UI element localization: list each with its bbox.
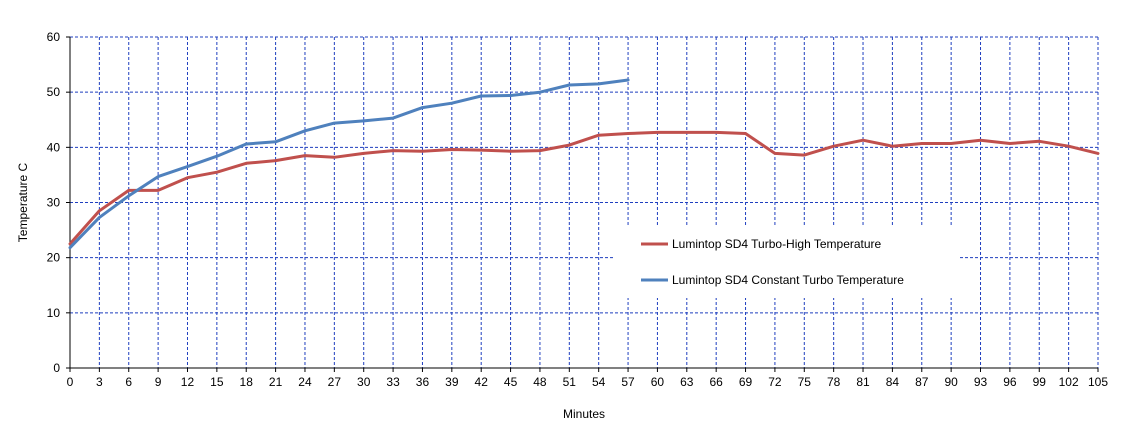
x-tick-label: 0 [67, 375, 74, 389]
series-lines [68, 78, 1100, 250]
x-tick-label: 102 [1059, 375, 1079, 389]
x-tick-label: 30 [357, 375, 371, 389]
x-tick-label: 3 [96, 375, 103, 389]
x-tick-label: 15 [210, 375, 224, 389]
x-tick-label: 12 [181, 375, 195, 389]
x-tick-label: 81 [856, 375, 870, 389]
legend-item-constant-turbo: Lumintop SD4 Constant Turbo Temperature [641, 273, 904, 287]
y-tick-label: 60 [47, 30, 61, 44]
x-tick-label: 6 [125, 375, 132, 389]
x-tick-label: 87 [915, 375, 929, 389]
x-tick-label: 90 [944, 375, 958, 389]
y-tick-label: 40 [47, 140, 61, 154]
x-tick-label: 33 [386, 375, 400, 389]
grid [70, 36, 1099, 368]
x-tick-label: 18 [240, 375, 254, 389]
y-tick-label: 10 [47, 306, 61, 320]
x-tick-label: 84 [886, 375, 900, 389]
x-axis-title: Minutes [563, 407, 605, 421]
x-tick-label: 24 [298, 375, 312, 389]
x-tick-label: 42 [475, 375, 489, 389]
x-tick-label: 54 [592, 375, 606, 389]
y-tick-label: 20 [47, 251, 61, 265]
x-tick-label: 78 [827, 375, 841, 389]
legend-label-constant-turbo: Lumintop SD4 Constant Turbo Temperature [672, 273, 904, 287]
x-tick-label: 72 [768, 375, 782, 389]
x-tick-label: 51 [563, 375, 577, 389]
x-tick-label: 45 [504, 375, 518, 389]
x-tick-label: 60 [651, 375, 665, 389]
x-tick-label: 96 [1003, 375, 1017, 389]
y-tick-label: 50 [47, 85, 61, 99]
x-tick-label: 27 [328, 375, 342, 389]
series-line-0 [68, 130, 1100, 246]
x-tick-label: 48 [533, 375, 547, 389]
y-axis-title: Temperature C [16, 162, 30, 242]
x-tick-label: 57 [621, 375, 635, 389]
legend: Lumintop SD4 Turbo-High Temperature Lumi… [613, 226, 960, 298]
series-line-1 [68, 78, 630, 250]
x-tick-label: 69 [739, 375, 753, 389]
y-tick-label: 30 [47, 196, 61, 210]
x-tick-label: 75 [798, 375, 812, 389]
x-tick-label: 9 [155, 375, 162, 389]
x-tick-label: 39 [445, 375, 459, 389]
x-tick-label: 105 [1088, 375, 1108, 389]
x-tick-label: 93 [974, 375, 988, 389]
x-tick-label: 63 [680, 375, 694, 389]
axes [66, 36, 1099, 372]
legend-item-turbo-high: Lumintop SD4 Turbo-High Temperature [641, 237, 882, 251]
x-tick-label: 21 [269, 375, 283, 389]
x-tick-label: 99 [1033, 375, 1047, 389]
y-tick-label: 0 [53, 361, 60, 375]
legend-background [613, 226, 960, 298]
tick-labels: 0 3 6 9 12 15 18 21 24 27 30 33 36 39 42 45 48 51 54 57 60 63… [47, 30, 1109, 389]
legend-label-turbo-high: Lumintop SD4 Turbo-High Temperature [672, 237, 882, 251]
x-tick-label: 66 [709, 375, 723, 389]
x-tick-label: 36 [416, 375, 430, 389]
